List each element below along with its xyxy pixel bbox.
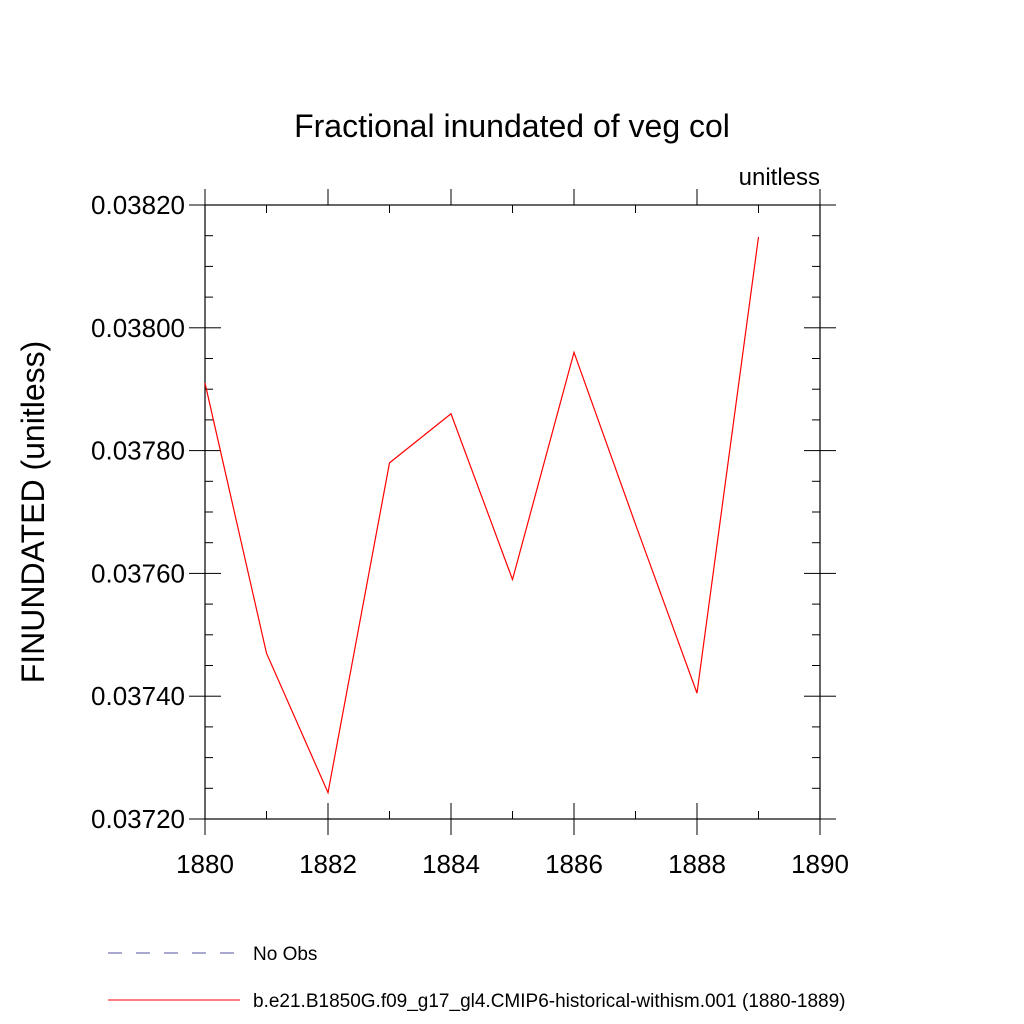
legend: No Obs b.e21.B1850G.f09_g17_gl4.CMIP6-his… (108, 944, 846, 1012)
series-group (204, 236, 760, 795)
x-tick-label: 1890 (791, 849, 849, 879)
x-tick-label: 1888 (668, 849, 726, 879)
y-tick-label: 0.03780 (91, 436, 185, 466)
axis-ticks (189, 189, 836, 835)
x-tick-label: 1884 (422, 849, 480, 879)
y-tick-labels: 0.03720 0.03740 0.03760 0.03780 0.03800 0.038… (91, 190, 185, 834)
series-line (204, 236, 760, 795)
x-tick-label: 1880 (176, 849, 234, 879)
y-tick-label: 0.03740 (91, 681, 185, 711)
y-tick-label: 0.03720 (91, 804, 185, 834)
units-label: unitless (739, 164, 820, 191)
y-tick-label: 0.03760 (91, 558, 185, 588)
y-axis-label: FINUNDATED (unitless) (15, 341, 51, 684)
legend-label: b.e21.B1850G.f09_g17_gl4.CMIP6-historica… (253, 991, 846, 1012)
x-tick-label: 1882 (299, 849, 357, 879)
plot-frame (204, 204, 821, 820)
chart-title: Fractional inundated of veg col (294, 108, 730, 144)
x-tick-labels: 1880 1882 1884 1886 1888 1890 (176, 849, 849, 879)
y-tick-label: 0.03820 (91, 190, 185, 220)
y-tick-label: 0.03800 (91, 313, 185, 343)
legend-label: No Obs (253, 944, 317, 965)
x-tick-label: 1886 (545, 849, 603, 879)
